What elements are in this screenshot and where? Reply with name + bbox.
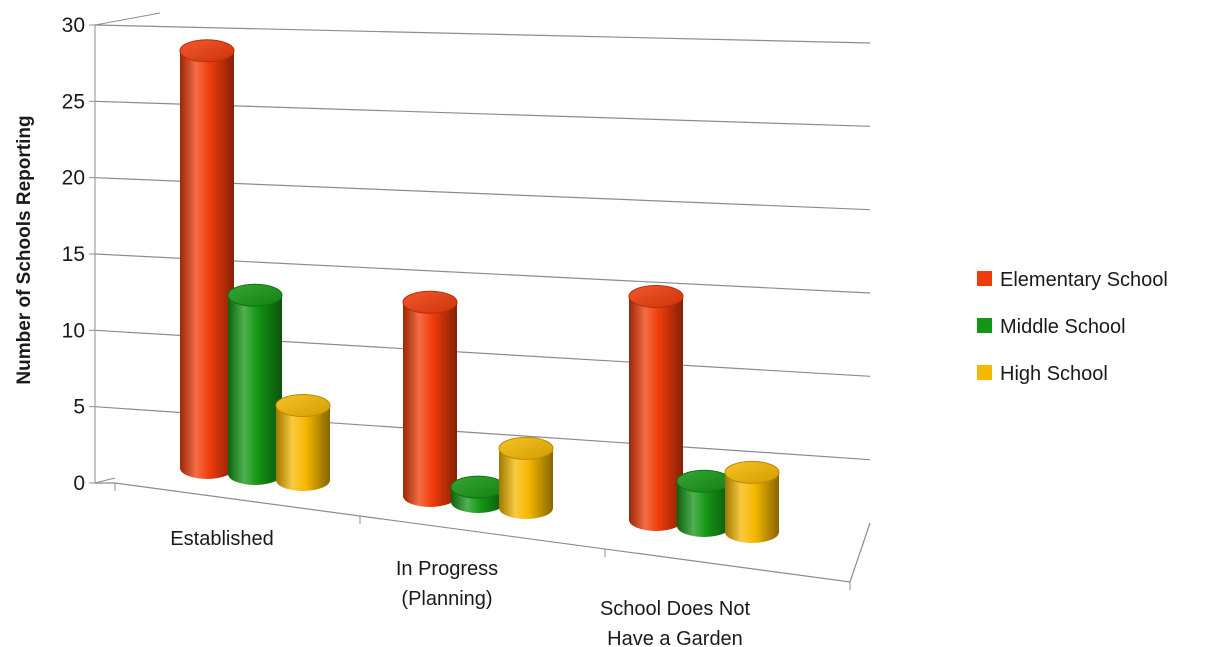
bar-top xyxy=(498,436,554,460)
bar-body xyxy=(629,296,683,531)
bar-top xyxy=(450,475,506,499)
bar-body xyxy=(499,448,553,519)
bar-body xyxy=(180,50,234,480)
x-category-label: Established xyxy=(170,528,273,550)
legend-label: High School xyxy=(1000,363,1108,385)
bar-high-school xyxy=(724,460,780,543)
x-category-label: In Progress (Planning) xyxy=(396,558,498,610)
bar-body xyxy=(677,481,731,537)
legend-swatch xyxy=(977,271,992,286)
legend: Elementary School Middle School High Schoo… xyxy=(977,269,1168,385)
floor-side-edge xyxy=(94,477,116,484)
y-axis-ticks: 0 5 10 15 20 25 30 xyxy=(62,14,851,590)
bar-elementary-school xyxy=(628,285,684,531)
bar-top xyxy=(628,285,684,308)
y-tick-label: 0 xyxy=(73,472,85,495)
y-tick-label: 30 xyxy=(62,14,85,37)
bar-high-school xyxy=(275,394,331,491)
back-wall-edge xyxy=(94,12,161,483)
legend-label: Middle School xyxy=(1000,316,1126,338)
y-tick-label: 15 xyxy=(62,243,85,266)
x-category-label: School Does Not Have a Garden xyxy=(600,598,751,647)
gridline xyxy=(94,24,871,44)
bars xyxy=(179,39,780,543)
floor-edge xyxy=(95,482,871,583)
legend-swatch xyxy=(977,365,992,380)
bar-middle-school xyxy=(450,475,506,513)
bar-elementary-school xyxy=(402,290,458,507)
bar-middle-school xyxy=(676,469,732,537)
bar-top xyxy=(179,39,235,63)
x-axis-categories: Established In Progress (Planning) School D… xyxy=(170,528,750,647)
bar-body xyxy=(403,302,457,507)
bar-top xyxy=(402,290,458,314)
bar-top xyxy=(724,460,780,484)
y-tick-label: 10 xyxy=(62,319,85,342)
bar-body xyxy=(228,295,282,485)
bar-body xyxy=(276,405,330,491)
bar-middle-school xyxy=(227,283,283,485)
y-tick-label: 20 xyxy=(62,167,85,190)
legend-swatch xyxy=(977,318,992,333)
bar-high-school xyxy=(498,436,554,519)
y-tick-label: 25 xyxy=(62,90,85,113)
bar-elementary-school xyxy=(179,39,235,480)
bar-top xyxy=(227,283,283,307)
bar-body xyxy=(725,472,779,543)
y-tick-label: 5 xyxy=(73,396,85,419)
y-axis-label: Number of Schools Reporting xyxy=(14,115,35,384)
legend-label: Elementary School xyxy=(1000,269,1168,291)
bar-top xyxy=(676,469,732,493)
bar-top xyxy=(275,394,331,417)
